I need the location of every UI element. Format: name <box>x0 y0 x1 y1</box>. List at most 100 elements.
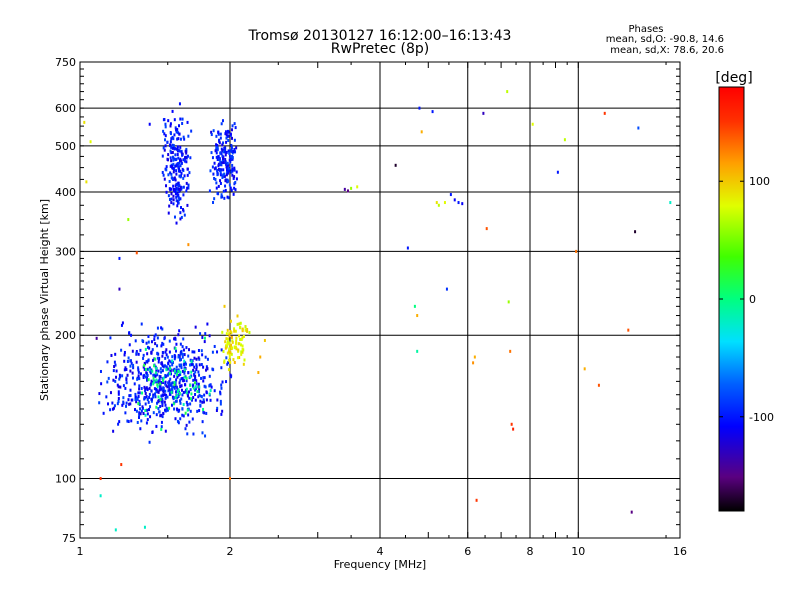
data-point <box>139 412 142 416</box>
data-point <box>143 397 146 401</box>
data-point <box>220 383 223 387</box>
data-point <box>178 190 181 194</box>
data-point <box>168 406 171 410</box>
colorbar-ticks: 100 0 -100 <box>719 175 774 424</box>
data-point <box>160 427 163 431</box>
data-point <box>155 380 158 384</box>
y-tick-label: 300 <box>55 245 76 258</box>
data-point <box>168 350 171 354</box>
y-tick-label: 200 <box>55 329 76 342</box>
data-point <box>183 361 186 365</box>
data-point <box>180 150 183 154</box>
data-point <box>209 398 212 402</box>
data-point <box>125 367 128 371</box>
data-point <box>220 152 223 156</box>
data-point <box>179 352 182 356</box>
data-point <box>189 375 192 379</box>
data-point <box>171 360 174 364</box>
data-point <box>138 391 141 395</box>
data-point <box>107 376 110 380</box>
data-point <box>138 413 141 417</box>
x-tick-label: 10 <box>571 545 585 558</box>
data-point <box>152 376 155 380</box>
data-point <box>234 126 237 130</box>
data-point <box>216 173 219 177</box>
data-point <box>233 166 236 170</box>
data-point <box>144 391 147 395</box>
data-point <box>174 184 177 188</box>
data-point <box>197 382 200 386</box>
data-point <box>229 344 232 348</box>
data-point <box>191 350 194 354</box>
data-point <box>232 192 235 196</box>
data-point <box>167 362 170 366</box>
data-point <box>161 341 164 345</box>
data-point <box>194 398 197 402</box>
data-point <box>136 377 139 381</box>
data-point <box>173 374 176 378</box>
data-point <box>161 399 164 403</box>
data-point <box>124 411 127 415</box>
data-point <box>131 376 134 380</box>
data-point <box>182 193 185 197</box>
data-point <box>220 193 223 197</box>
data-point <box>193 356 196 360</box>
data-point <box>212 172 215 176</box>
data-point <box>225 173 228 177</box>
data-point <box>143 363 146 367</box>
data-point <box>171 355 174 359</box>
data-point <box>512 427 515 431</box>
data-point <box>89 140 92 144</box>
data-point <box>236 322 239 326</box>
data-point <box>126 373 129 377</box>
data-point <box>230 352 233 356</box>
data-point <box>168 392 171 396</box>
data-point <box>184 411 187 415</box>
data-point <box>149 405 152 409</box>
data-point <box>169 124 172 128</box>
data-point <box>202 379 205 383</box>
data-point <box>188 348 191 352</box>
data-point <box>170 382 173 386</box>
data-point <box>168 359 171 363</box>
data-point <box>173 353 176 357</box>
data-point <box>180 171 183 175</box>
data-point <box>159 375 162 379</box>
data-point <box>134 339 137 343</box>
data-point <box>176 375 179 379</box>
data-point <box>212 129 215 133</box>
data-point <box>129 394 132 398</box>
data-point <box>219 181 222 185</box>
data-point <box>226 168 229 172</box>
data-point <box>177 373 180 377</box>
data-point <box>457 201 460 205</box>
data-point <box>174 355 177 359</box>
data-point <box>221 149 224 153</box>
data-point <box>118 256 121 260</box>
stats-line-x: mean, sd,X: 78.6, 20.6 <box>610 45 724 56</box>
data-point <box>193 350 196 354</box>
data-point <box>229 319 232 323</box>
data-point <box>189 409 192 413</box>
data-point <box>117 390 120 394</box>
data-point <box>179 342 182 346</box>
data-point <box>224 160 227 164</box>
data-point <box>165 393 168 397</box>
data-point <box>164 382 167 386</box>
data-point <box>134 395 137 399</box>
colorbar-tick-label: 0 <box>749 293 756 306</box>
data-point <box>139 348 142 352</box>
data-point <box>194 388 197 392</box>
data-point <box>174 178 177 182</box>
data-point <box>210 133 213 137</box>
data-point <box>216 406 219 410</box>
data-point <box>218 168 221 172</box>
data-point <box>146 367 149 371</box>
data-point <box>420 130 423 134</box>
data-point <box>152 411 155 415</box>
data-point <box>174 189 177 193</box>
data-point <box>177 131 180 135</box>
data-point <box>131 349 134 353</box>
data-point <box>180 161 183 165</box>
data-point <box>129 388 132 392</box>
